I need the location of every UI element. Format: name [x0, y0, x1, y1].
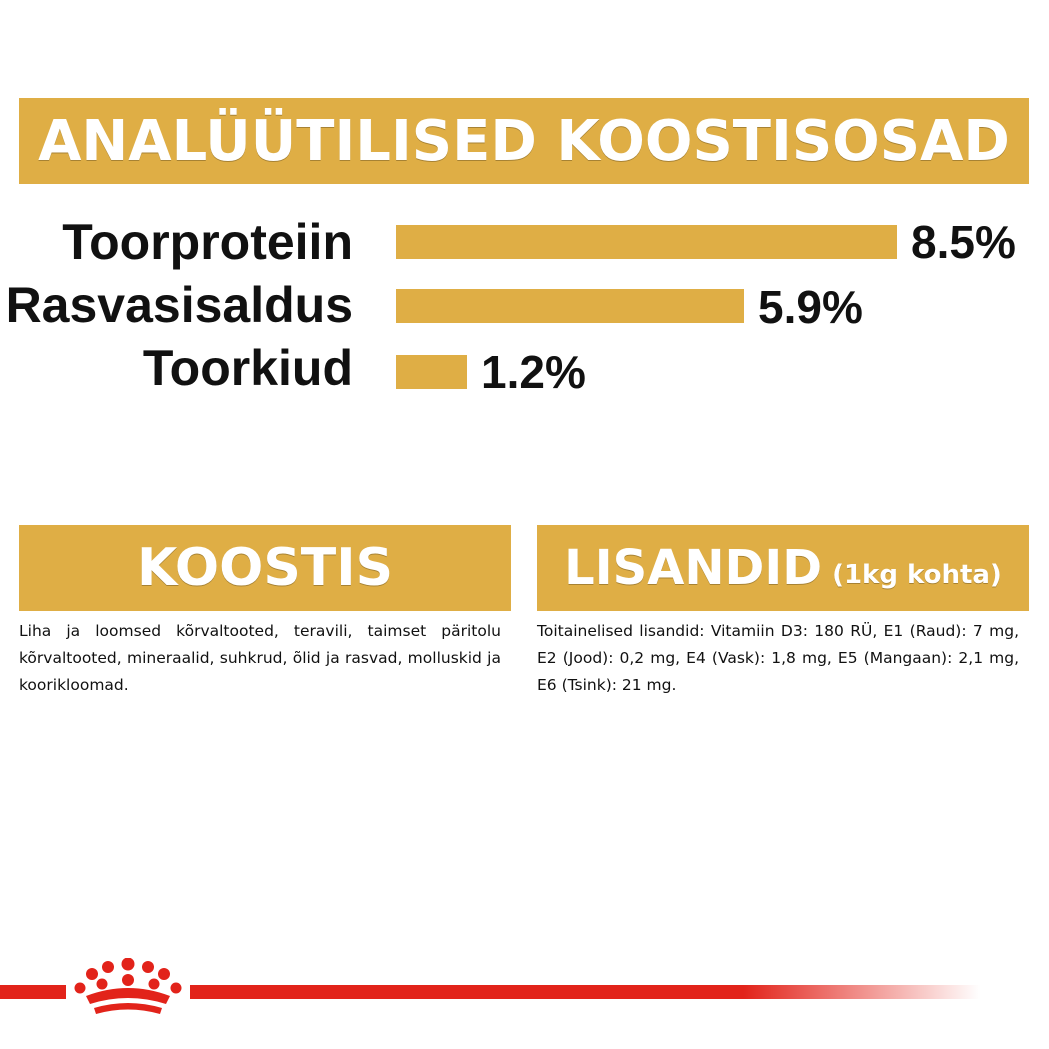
- bar-fibre: [396, 355, 467, 389]
- composition-banner: KOOSTIS: [19, 525, 511, 611]
- bar-fat: [396, 289, 744, 323]
- row-label-fat: Rasvasisaldus: [5, 277, 353, 333]
- additives-subtitle: (1kg kohta): [832, 560, 1002, 590]
- analytical-constituents-banner: ANALÜÜTILISED KOOSTISOSAD: [19, 98, 1029, 184]
- crown-icon: [74, 958, 182, 1014]
- composition-title: KOOSTIS: [136, 538, 394, 598]
- value-fat: 5.9%: [758, 281, 863, 333]
- additives-banner: LISANDID (1kg kohta): [537, 525, 1029, 611]
- footer-red-line-right: [190, 985, 980, 999]
- footer-red-line-left: [0, 985, 66, 999]
- row-label-fibre: Toorkiud: [142, 340, 353, 396]
- additives-title: LISANDID: [564, 540, 823, 596]
- analytical-constituents-title: ANALÜÜTILISED KOOSTISOSAD: [38, 108, 1010, 174]
- row-label-protein: Toorproteiin: [62, 214, 353, 270]
- bar-protein: [396, 225, 897, 259]
- additives-text: Toitainelised lisandid: Vitamiin D3: 180…: [537, 622, 1019, 694]
- value-fibre: 1.2%: [481, 346, 586, 398]
- composition-text: Liha ja loomsed kõrvaltooted, teravili, …: [19, 622, 501, 694]
- value-protein: 8.5%: [911, 216, 1016, 268]
